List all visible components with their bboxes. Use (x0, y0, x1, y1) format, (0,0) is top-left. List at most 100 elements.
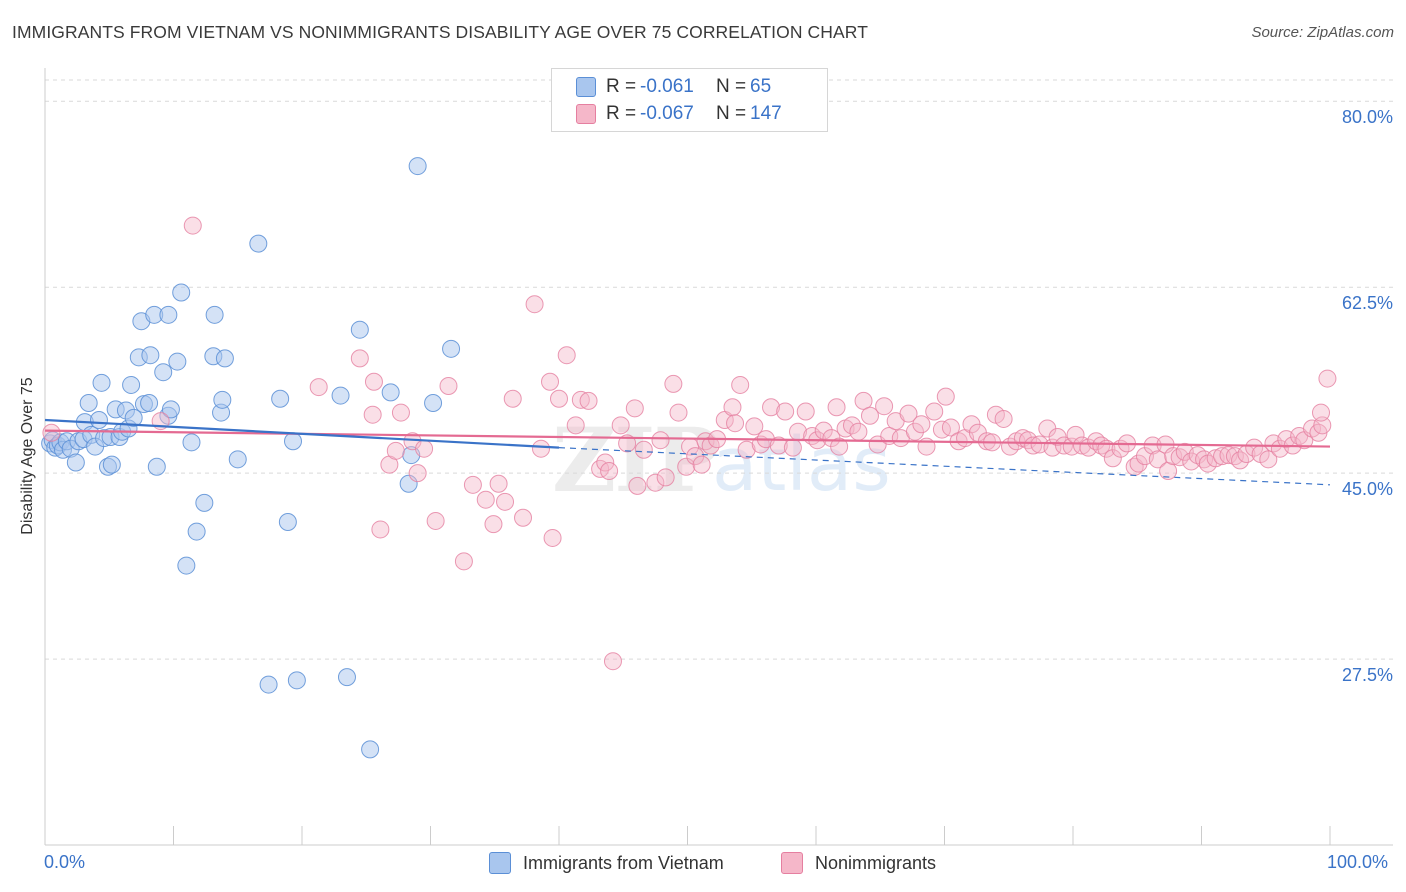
bottom-legend-label-nonimmigrants: Nonimmigrants (815, 852, 937, 873)
immigrants-point (79, 394, 98, 412)
immigrants-point (89, 411, 108, 429)
stats-legend: R = -0.061 N = 65 R = -0.067 N = 147 (551, 68, 828, 132)
nonimmigrants-point (646, 473, 665, 492)
nonimmigrants-point (439, 377, 458, 395)
nonimmigrants-point (723, 398, 742, 417)
nonimmigrants-point (842, 416, 861, 435)
nonimmigrants-point (762, 398, 781, 417)
nonimmigrants-point (386, 441, 405, 460)
legend-row-immigrants: R = -0.061 N = 65 (576, 75, 771, 99)
trend-line-nonimmigrants (44, 429, 1331, 448)
grid-lines (45, 79, 1393, 660)
legend-r-label: R = (606, 103, 637, 124)
nonimmigrants-point (309, 378, 328, 397)
nonimmigrants-point (364, 372, 383, 391)
nonimmigrants-point (1213, 447, 1232, 466)
nonimmigrants-point (600, 462, 619, 480)
bottom-legend-nonimmigrants: Nonimmigrants (781, 852, 936, 874)
nonimmigrants-point (745, 417, 764, 436)
legend-n-label: N = (716, 76, 747, 97)
nonimmigrants-point (1231, 451, 1250, 470)
immigrants-point (213, 390, 232, 409)
nonimmigrants-point (1312, 403, 1331, 422)
nonimmigrants-point (905, 422, 924, 441)
immigrants-point (154, 363, 173, 382)
immigrants-point (337, 668, 356, 687)
immigrants-point (442, 339, 461, 358)
nonimmigrants-point (183, 216, 202, 235)
nonimmigrants-point (532, 439, 551, 458)
nonimmigrants-point (731, 375, 750, 394)
immigrants-point (177, 556, 196, 575)
nonimmigrants-point (692, 455, 711, 474)
nonimmigrants-point (651, 431, 670, 450)
nonimmigrants-point (669, 403, 688, 422)
bottom-legend-swatch-nonimmigrants (781, 852, 803, 874)
immigrants-point (249, 234, 268, 253)
bottom-legend-swatch-immigrants (489, 852, 511, 874)
nonimmigrants-point (1219, 446, 1238, 465)
immigrants-point (122, 375, 141, 394)
series-nonimmigrants-points (42, 216, 1337, 671)
immigrants-point (168, 352, 187, 371)
immigrants-point (381, 383, 400, 402)
immigrants-point (259, 675, 278, 694)
nonimmigrants-point (796, 402, 815, 421)
nonimmigrants-point (525, 295, 544, 314)
immigrants-point (424, 394, 443, 412)
legend-n-label: N = (716, 103, 747, 124)
immigrants-point (92, 373, 111, 392)
nonimmigrants-point (1024, 436, 1043, 455)
source-label: Source: ZipAtlas.com (1251, 24, 1394, 41)
nonimmigrants-point (1072, 436, 1091, 455)
nonimmigrants-point (415, 439, 434, 458)
immigrants-point (66, 453, 85, 472)
nonimmigrants-point (677, 457, 696, 476)
nonimmigrants-point (628, 476, 647, 495)
nonimmigrants-point (579, 391, 598, 410)
immigrants-point (399, 474, 418, 493)
nonimmigrants-point (363, 405, 382, 424)
immigrants-point (172, 283, 191, 302)
nonimmigrants-point (543, 528, 562, 547)
nonimmigrants-point (634, 440, 653, 459)
chart-title: IMMIGRANTS FROM VIETNAM VS NONIMMIGRANTS… (12, 22, 868, 42)
nonimmigrants-point (854, 391, 873, 410)
y-tick-label: 62.5% (1341, 293, 1393, 314)
y-tick-label: 80.0% (1341, 107, 1393, 128)
bottom-legend-immigrants: Immigrants from Vietnam (489, 852, 724, 874)
nonimmigrants-point (603, 652, 622, 671)
nonimmigrants-point (42, 423, 61, 442)
trend-lines (44, 418, 1331, 486)
immigrants-point (102, 455, 121, 474)
nonimmigrants-point (932, 420, 951, 439)
nonimmigrants-point (849, 422, 868, 441)
y-axis-label: Disability Age Over 75 (19, 377, 36, 535)
x-tick-label-max: 100.0% (1327, 852, 1389, 872)
nonimmigrants-point (618, 434, 637, 453)
legend-n-value-immigrants: 65 (750, 76, 772, 97)
legend-r-label: R = (606, 76, 637, 97)
bottom-legend-label-immigrants: Immigrants from Vietnam (523, 852, 724, 873)
nonimmigrants-point (1170, 448, 1189, 467)
nonimmigrants-point (463, 475, 482, 494)
legend-r-value-nonimmigrants: -0.067 (640, 103, 694, 124)
nonimmigrants-point (827, 398, 846, 417)
nonimmigrants-point (1103, 449, 1122, 468)
nonimmigrants-point (912, 415, 931, 434)
nonimmigrants-point (941, 418, 960, 437)
nonimmigrants-point (496, 492, 515, 511)
immigrants-point (408, 157, 427, 176)
nonimmigrants-point (408, 464, 427, 483)
nonimmigrants-point (1318, 369, 1337, 388)
nonimmigrants-point (726, 414, 745, 433)
nonimmigrants-point (1092, 436, 1111, 455)
immigrants-point (215, 349, 234, 368)
trend-line-immigrants (44, 418, 560, 449)
nonimmigrants-point (625, 399, 644, 418)
nonimmigrants-point (783, 438, 802, 457)
nonimmigrants-point (936, 387, 955, 406)
immigrants-point (141, 346, 160, 365)
nonimmigrants-point (776, 402, 795, 421)
nonimmigrants-point (476, 490, 495, 509)
